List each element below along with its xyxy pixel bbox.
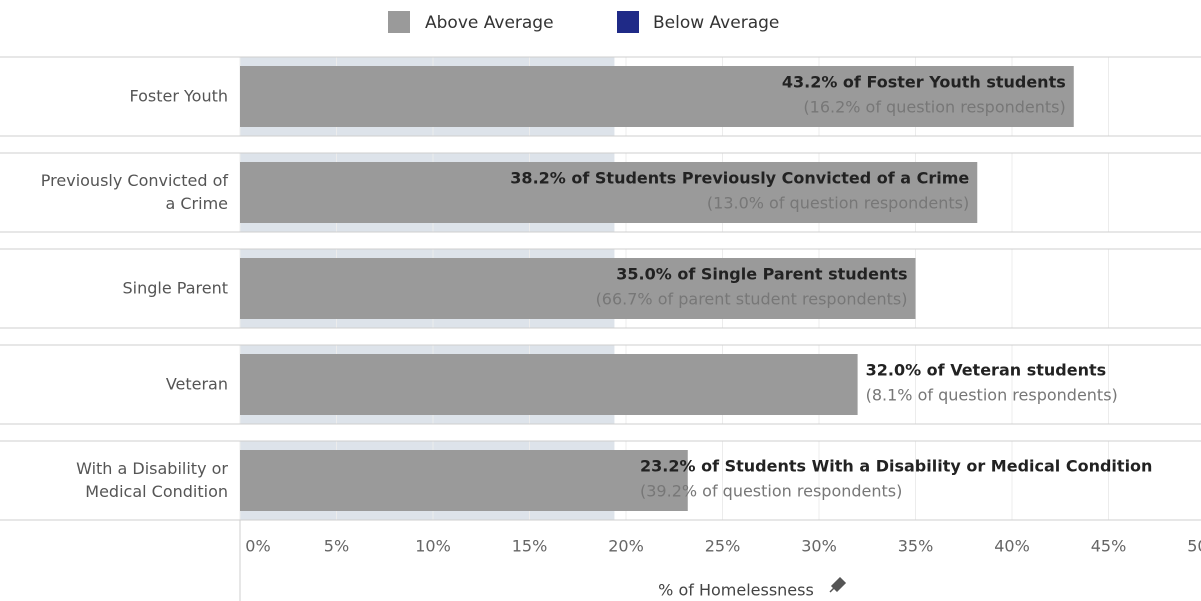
legend-label: Above Average: [425, 13, 554, 33]
x-tick-label: 5%: [324, 537, 349, 556]
data-sublabel: (8.1% of question respondents): [866, 386, 1118, 405]
category-label: Previously Convicted of a Crime: [40, 171, 228, 213]
x-tick-label: 30%: [801, 537, 837, 556]
data-sublabel: (66.7% of parent student respondents): [596, 290, 908, 309]
bar: [240, 162, 978, 223]
category-label: With a Disability or Medical Condition: [76, 459, 228, 501]
bar: [240, 258, 916, 319]
x-tick-label: 0%: [245, 537, 270, 556]
legend-label: Below Average: [653, 13, 779, 33]
category-label: Veteran: [165, 374, 228, 394]
legend-swatch: [617, 11, 639, 33]
pin-icon: [829, 576, 847, 593]
x-tick-label: 10%: [415, 537, 451, 556]
x-tick-label: 40%: [994, 537, 1030, 556]
data-label: 23.2% of Students With a Disability or M…: [640, 457, 1152, 476]
x-tick-label: 15%: [512, 537, 548, 556]
x-tick-label: 20%: [608, 537, 644, 556]
category-label: Foster Youth: [129, 86, 228, 106]
data-sublabel: (13.0% of question respondents): [707, 194, 969, 213]
data-label: 38.2% of Students Previously Convicted o…: [510, 169, 969, 188]
x-tick-label: 45%: [1091, 537, 1127, 556]
bar: [240, 354, 858, 415]
x-tick-label: 50%: [1187, 537, 1201, 556]
category-label: Single Parent: [122, 278, 229, 298]
bar: [240, 66, 1074, 127]
data-sublabel: (16.2% of question respondents): [803, 98, 1065, 117]
data-label: 35.0% of Single Parent students: [616, 265, 907, 284]
data-label: 43.2% of Foster Youth students: [782, 73, 1066, 92]
data-label: 32.0% of Veteran students: [866, 361, 1107, 380]
x-tick-label: 25%: [705, 537, 741, 556]
data-sublabel: (39.2% of question respondents): [640, 482, 902, 501]
x-tick-label: 35%: [898, 537, 934, 556]
x-axis-title: % of Homelessness: [658, 581, 814, 600]
legend-swatch: [388, 11, 410, 33]
bar: [240, 450, 688, 511]
